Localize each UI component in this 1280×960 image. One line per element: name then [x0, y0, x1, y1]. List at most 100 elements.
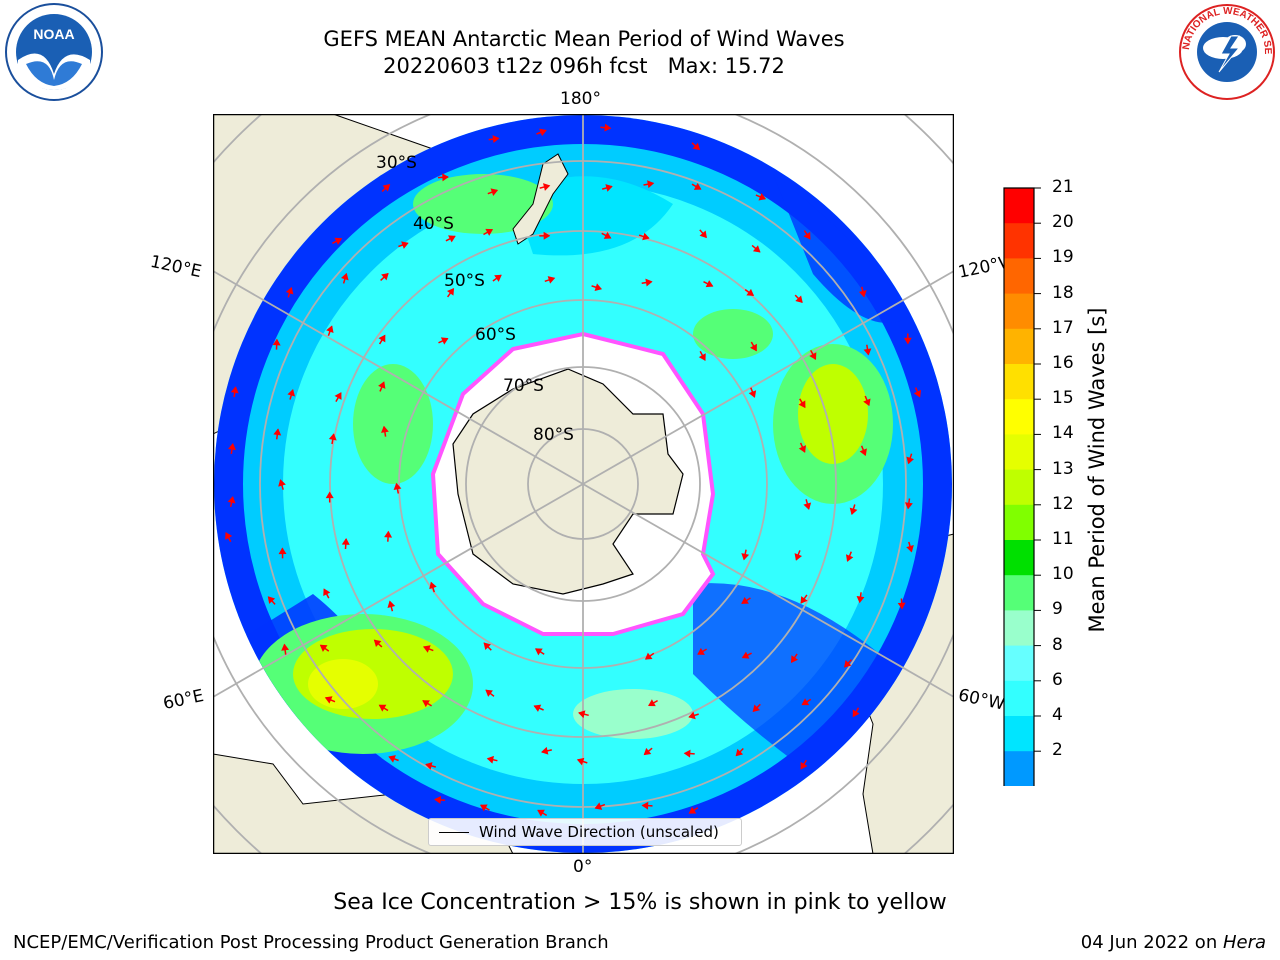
wind-wave-arrowhead: [758, 192, 767, 201]
new-zealand-land: [512, 153, 569, 245]
wind-wave-arrowhead: [741, 596, 749, 604]
date-value: 04 Jun 2022 on: [1080, 932, 1223, 953]
wind-wave-arrowhead: [281, 643, 290, 651]
colorbar-tick-label: 6: [1052, 669, 1063, 690]
colorbar-tick-label: 9: [1052, 599, 1063, 620]
wind-wave-arrowhead: [273, 428, 282, 436]
colorbar-segment: [1004, 540, 1034, 576]
wind-wave-arrowhead: [440, 337, 449, 345]
wind-wave-arrowhead: [698, 353, 706, 361]
wind-wave-arrowhead: [845, 554, 854, 562]
antarctic-map: [213, 114, 954, 854]
colorbar-segment: [1004, 223, 1034, 259]
wind-wave-arrowhead: [319, 644, 328, 652]
date-text: 04 Jun 2022 on Hera: [1081, 932, 1266, 953]
wind-wave-arrowhead: [897, 602, 906, 610]
wind-wave-arrowhead: [735, 748, 744, 757]
wind-wave-arrowhead: [643, 747, 652, 756]
wind-wave-arrowhead: [483, 642, 491, 650]
map-legend: Wind Wave Direction (unscaled): [428, 818, 742, 846]
wind-wave-arrowhead: [485, 689, 493, 697]
legend-label: Wind Wave Direction (unscaled): [479, 823, 719, 841]
wind-wave-arrowhead: [324, 696, 333, 704]
wind-wave-arrowhead: [688, 806, 697, 814]
colorbar-segment: [1004, 575, 1034, 611]
wind-wave-arrowhead: [227, 496, 236, 504]
wind-wave-arrowhead: [533, 704, 542, 712]
colorbar-segment: [1004, 610, 1034, 647]
noaa-logo: NOAA: [5, 3, 103, 101]
wind-wave-arrowhead: [688, 711, 696, 720]
wind-wave-arrowhead: [393, 482, 402, 490]
wind-wave-arrowhead: [749, 343, 757, 352]
wind-wave-arrowhead: [844, 660, 852, 668]
wind-wave-arrowhead: [425, 762, 433, 770]
wind-wave-arrowhead: [801, 698, 810, 706]
wind-wave-arrowhead: [537, 809, 545, 817]
wind-wave-arrowhead: [692, 142, 701, 151]
colorbar-segment: [1004, 680, 1034, 717]
nws-logo: NATIONAL WEATHER SERVICE: [1177, 2, 1275, 100]
wind-wave-arrowhead: [230, 386, 239, 394]
wind-wave-arrowhead: [863, 398, 871, 407]
lat-label-80s: 80°S: [533, 425, 574, 445]
wind-wave-arrowhead: [605, 184, 613, 192]
wind-wave-arrowhead: [373, 639, 382, 647]
wind-wave-arrowhead: [543, 231, 551, 240]
colorbar-tick-label: 17: [1052, 317, 1074, 338]
wind-wave-arrowhead: [285, 286, 294, 295]
lat-label-30s: 30°S: [376, 153, 417, 173]
wind-wave-arrowhead: [904, 502, 913, 510]
noaa-logo-text: NOAA: [33, 26, 74, 42]
chart-subtitle: 20220603 t12z 096h fcst Max: 15.72: [383, 54, 785, 78]
wind-wave-arrowhead: [594, 283, 603, 291]
colorbar-tick-label: 8: [1052, 634, 1063, 655]
wind-wave-arrowhead: [541, 746, 549, 755]
wind-wave-arrowhead: [446, 288, 455, 296]
wind-wave-arrowhead: [325, 491, 334, 499]
wind-wave-arrowhead: [381, 272, 389, 281]
wind-wave-arrowhead: [693, 182, 702, 190]
wind-wave-arrowhead: [539, 128, 547, 137]
lat-label-60s: 60°S: [475, 325, 516, 345]
wind-wave-arrowhead: [648, 699, 656, 707]
wind-wave-arrowhead: [863, 348, 872, 356]
colorbar-tick-label: 21: [1052, 177, 1074, 197]
wind-wave-arrowhead: [741, 553, 750, 561]
colorbar: [1003, 187, 1041, 786]
lat-label-70s: 70°S: [503, 376, 544, 396]
wind-wave-arrowhead: [794, 553, 803, 561]
wind-wave-arrowhead: [287, 389, 296, 397]
wind-wave-arrowhead: [422, 645, 431, 653]
machine-name: Hera: [1222, 932, 1266, 953]
wind-wave-arrowhead: [858, 290, 867, 298]
wind-wave-arrowhead: [328, 433, 337, 441]
wind-wave-arrowhead: [795, 295, 803, 303]
colorbar-segment: [1004, 364, 1034, 400]
colorbar-tick-label: 14: [1052, 423, 1074, 444]
lat-label-40s: 40°S: [413, 214, 454, 234]
wind-wave-arrowhead: [378, 704, 387, 712]
wind-wave-arrowhead: [603, 231, 612, 239]
wind-wave-arrowhead: [547, 276, 556, 284]
wind-wave-arrowhead: [906, 456, 914, 465]
wind-wave-arrowhead: [225, 532, 233, 540]
wind-wave-arrowhead: [387, 600, 396, 609]
wind-wave-arrowhead: [645, 278, 653, 287]
legend-line-icon: [439, 831, 469, 833]
wind-wave-arrowhead: [341, 272, 349, 281]
colorbar-segment: [1004, 645, 1034, 682]
colorbar-tick-label: 15: [1052, 388, 1074, 409]
wind-wave-arrowhead: [903, 337, 912, 345]
colorbar-segment: [1004, 751, 1034, 786]
wind-wave-arrowhead: [741, 651, 750, 659]
wind-wave-arrowhead: [542, 183, 551, 191]
wind-wave-arrowhead: [697, 647, 705, 655]
wind-wave-arrowhead: [341, 538, 350, 545]
wind-wave-arrowhead: [644, 652, 653, 660]
wind-wave-arrowhead: [442, 173, 449, 182]
wind-wave-arrowhead: [641, 801, 649, 810]
antarctica-land: [452, 368, 684, 595]
colorbar-segment: [1004, 399, 1034, 435]
lon-label-180: 180°: [560, 89, 601, 109]
